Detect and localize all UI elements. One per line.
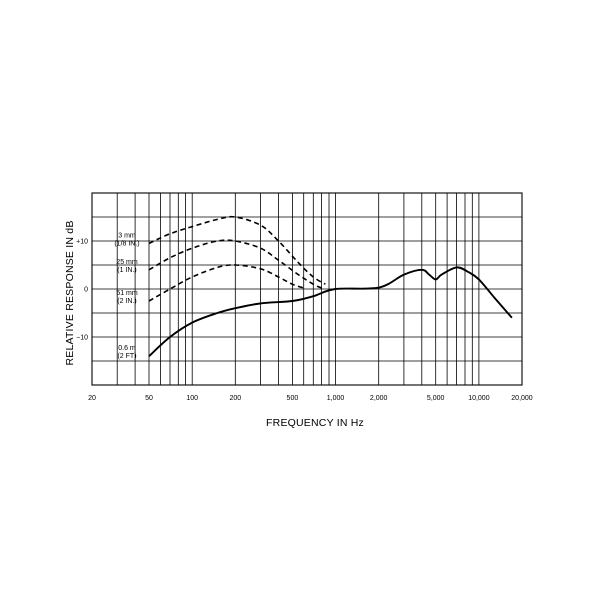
x-tick-label: 100 — [186, 395, 198, 402]
x-tick-label: 1,000 — [327, 395, 345, 402]
series-line-3 — [148, 264, 304, 302]
series-label-line: 25 mm — [116, 259, 138, 266]
x-tick-label: 50 — [145, 395, 153, 402]
x-tick-label: 20 — [88, 395, 96, 402]
series-label-line: (1/8 IN.) — [114, 240, 139, 247]
series-label-line: 51 mm — [116, 290, 138, 297]
series-label-line: 3 mm — [118, 232, 136, 239]
x-axis-label: FREQUENCY IN Hz — [266, 417, 364, 429]
x-tick-label: 500 — [287, 395, 299, 402]
x-tick-label: 5,000 — [427, 395, 445, 402]
series-line-4 — [148, 266, 513, 357]
series-label-3: 51 mm (2 IN.) — [116, 290, 138, 305]
plot-frame — [91, 192, 523, 386]
y-axis-label: RELATIVE RESPONSE IN dB — [64, 220, 76, 365]
series-line-2 — [148, 239, 322, 289]
x-tick-labels: 20 50 100 200 500 1,000 2,000 5,000 10,000 20,000 — [88, 395, 533, 402]
y-tick-labels: +10 0 −10 — [76, 239, 88, 342]
series-label-line: (1 IN.) — [117, 267, 136, 274]
y-tick-label: 0 — [84, 287, 88, 294]
y-tick-label: +10 — [76, 239, 88, 246]
x-tick-label: 10,000 — [468, 395, 490, 402]
series-label-2: 25 mm (1 IN.) — [116, 259, 138, 274]
series-label-1: 3 mm (1/8 IN.) — [114, 232, 139, 247]
series-label-4: 0.6 m (2 FT) — [117, 345, 136, 360]
series-layer — [148, 215, 513, 357]
series-label-line: 0.6 m — [118, 345, 136, 352]
x-tick-label: 2,000 — [370, 395, 388, 402]
x-tick-label: 200 — [229, 395, 241, 402]
x-tick-label: 20,000 — [511, 395, 533, 402]
series-line-1 — [148, 215, 326, 285]
series-label-line: (2 IN.) — [117, 298, 136, 305]
curve-labels: 3 mm (1/8 IN.) 25 mm (1 IN.) 51 mm (2 IN.) 0.6… — [114, 232, 139, 360]
series-label-line: (2 FT) — [117, 353, 136, 360]
y-tick-label: −10 — [76, 335, 88, 342]
grid — [92, 193, 522, 385]
